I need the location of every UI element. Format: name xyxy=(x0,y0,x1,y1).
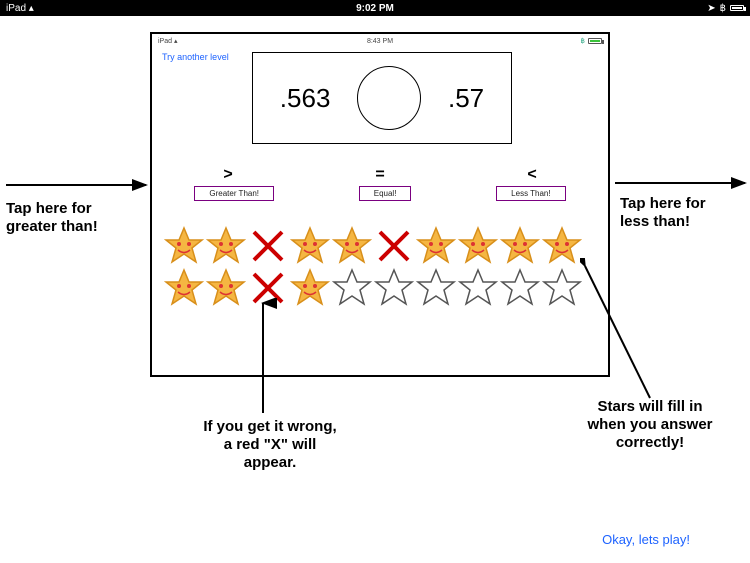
left-number: .563 xyxy=(280,83,331,114)
button-row: Greater Than! Equal! Less Than! xyxy=(152,186,608,201)
symbol-row: > = < xyxy=(152,166,608,184)
bluetooth-icon: ฿ xyxy=(720,3,726,14)
right-number: .57 xyxy=(448,83,484,114)
callout-lt: Tap here forless than! xyxy=(620,195,706,231)
star-filled-icon xyxy=(290,268,330,308)
star-empty-icon xyxy=(542,268,582,308)
arrow-gt xyxy=(6,170,156,200)
star-filled-icon xyxy=(332,226,372,266)
inner-device: iPad xyxy=(158,38,172,45)
star-empty-icon xyxy=(332,268,372,308)
star-empty-icon xyxy=(500,268,540,308)
inner-status-bar: iPad ▴ 8:43 PM ฿ xyxy=(152,34,608,48)
star-filled-icon xyxy=(164,268,204,308)
greater-than-button[interactable]: Greater Than! xyxy=(194,186,274,201)
star-empty-icon xyxy=(416,268,456,308)
inner-time: 8:43 PM xyxy=(306,38,454,45)
stars-grid xyxy=(164,226,582,308)
outer-status-bar: iPad ▴ 9:02 PM ➤ ฿ xyxy=(0,0,750,16)
star-empty-icon xyxy=(458,268,498,308)
callout-gt: Tap here forgreater than! xyxy=(6,200,98,236)
star-filled-icon xyxy=(542,226,582,266)
star-filled-icon xyxy=(416,226,456,266)
answer-circle xyxy=(357,66,421,130)
star-filled-icon xyxy=(290,226,330,266)
gt-symbol: > xyxy=(223,166,232,184)
lt-symbol: < xyxy=(527,166,536,184)
okay-lets-play-link[interactable]: Okay, lets play! xyxy=(602,532,690,547)
device-label: iPad xyxy=(6,3,26,14)
inner-battery-icon xyxy=(588,38,602,44)
arrow-lt xyxy=(610,168,750,198)
wrong-x-icon xyxy=(374,226,414,266)
equal-button[interactable]: Equal! xyxy=(359,186,412,201)
wifi-icon: ▴ xyxy=(29,3,34,14)
eq-symbol: = xyxy=(375,166,384,184)
star-filled-icon xyxy=(206,268,246,308)
star-empty-icon xyxy=(374,268,414,308)
location-icon: ➤ xyxy=(707,3,715,14)
star-filled-icon xyxy=(164,226,204,266)
bluetooth-icon: ฿ xyxy=(581,37,585,45)
arrow-correct xyxy=(580,258,680,408)
star-filled-icon xyxy=(458,226,498,266)
try-another-level-link[interactable]: Try another level xyxy=(162,52,229,62)
star-filled-icon xyxy=(500,226,540,266)
app-frame: iPad ▴ 8:43 PM ฿ Try another level .563 … xyxy=(150,32,610,377)
less-than-button[interactable]: Less Than! xyxy=(496,186,565,201)
star-filled-icon xyxy=(206,226,246,266)
callout-correct: Stars will fill inwhen you answercorrect… xyxy=(560,398,740,452)
callout-wrong: If you get it wrong,a red "X" willappear… xyxy=(170,418,370,472)
comparison-card: .563 .57 xyxy=(252,52,512,144)
wrong-x-icon xyxy=(248,226,288,266)
arrow-wrong xyxy=(248,298,278,418)
outer-time: 9:02 PM xyxy=(252,3,498,14)
battery-icon xyxy=(730,5,744,11)
